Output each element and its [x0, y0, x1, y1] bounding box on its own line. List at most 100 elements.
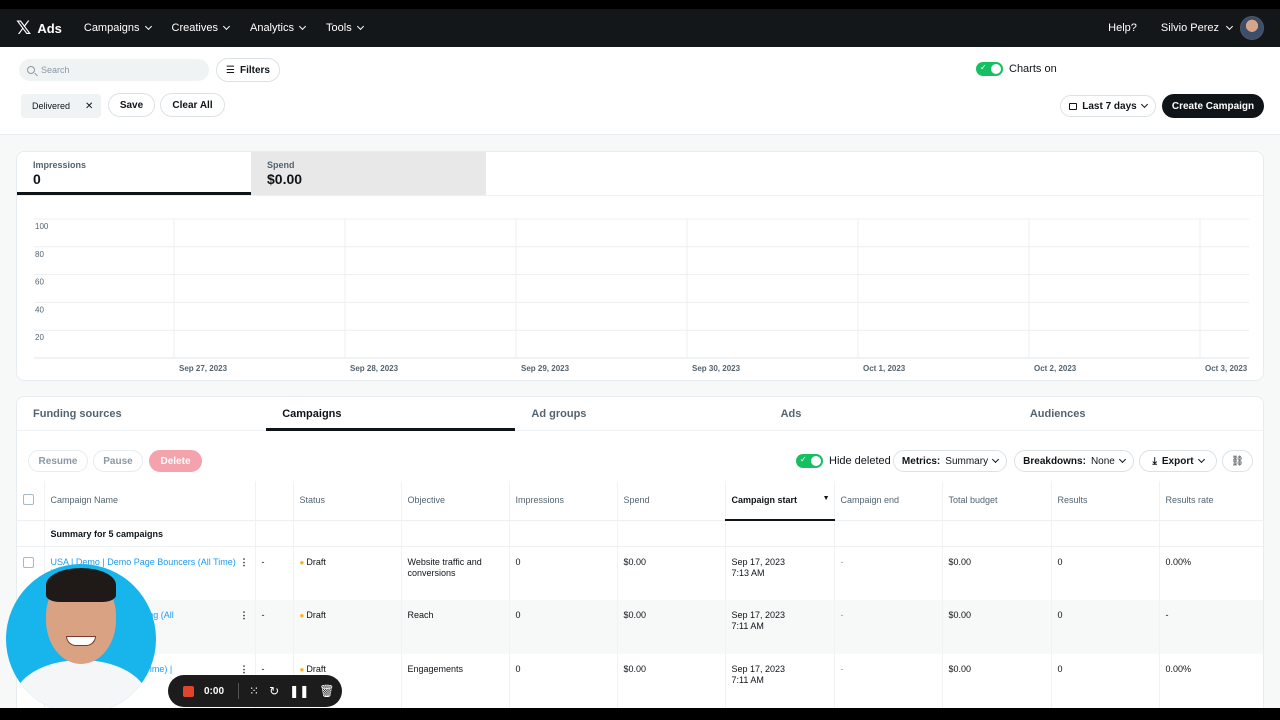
hide-deleted-toggle[interactable]: Hide deleted [796, 454, 891, 468]
top-navigation: 𝕏 Ads Campaigns Creatives Analytics Tool… [0, 9, 1280, 47]
trash-icon[interactable]: 🗑 [319, 684, 335, 698]
chevron-down-icon [992, 455, 1000, 464]
ads-manager-app: 𝕏 Ads Campaigns Creatives Analytics Tool… [0, 9, 1280, 708]
status-cell: ● Draft [293, 546, 402, 600]
presenter-shirt [14, 660, 148, 708]
recording-controls: 0:00 ⁙ ↻ ❚❚ 🗑 [168, 675, 342, 707]
spend-cell: $0.00 [617, 654, 726, 708]
help-link[interactable]: Help? [1108, 22, 1137, 34]
select-all-checkbox[interactable] [23, 493, 34, 505]
filters-button[interactable]: ☰ Filters [216, 58, 280, 82]
filter-toolbar: Search ☰ Filters Charts on Delivered ✕ S… [0, 47, 1280, 135]
campaigns-table: Campaign Name Status Objective Impressio… [17, 481, 1263, 708]
download-icon: ⤓ [1152, 455, 1157, 467]
tab-spend[interactable]: Spend $0.00 [251, 152, 486, 195]
stop-recording-button[interactable] [183, 685, 194, 697]
col-total-budget[interactable]: Total budget [942, 481, 1052, 521]
clear-all-button[interactable]: Clear All [160, 93, 225, 117]
objective-cell: Engagements [401, 654, 510, 708]
x-ads-logo[interactable]: 𝕏 Ads [16, 17, 62, 39]
tab-impressions[interactable]: Impressions 0 [17, 152, 251, 195]
calendar-icon [1069, 102, 1078, 110]
close-icon[interactable]: ✕ [85, 100, 94, 112]
metrics-dropdown[interactable]: Metrics: Summary [893, 450, 1007, 472]
entity-tabs: Funding sources Campaigns Ad groups Ads … [17, 397, 1263, 431]
tab-ad-groups[interactable]: Ad groups [531, 408, 587, 420]
col-impressions[interactable]: Impressions [509, 481, 618, 521]
metric-label: Spend [267, 160, 295, 170]
search-input[interactable]: Search [19, 59, 209, 81]
more-options-icon[interactable]: ⋮ [239, 610, 249, 620]
search-placeholder: Search [41, 65, 70, 75]
impressions-line-chart: 100 80 60 40 20 Sep 27, 2023 Sep 28, 2023 Sep 2… [34, 218, 1249, 373]
logo-text: Ads [37, 20, 62, 36]
webcam-overlay[interactable] [6, 564, 156, 708]
col-spend[interactable]: Spend [617, 481, 726, 521]
tab-campaigns[interactable]: Campaigns [266, 397, 516, 431]
objective-cell: Website traffic and conversions [401, 546, 510, 600]
more-options-icon[interactable]: ⋮ [239, 664, 249, 674]
col-campaign-start[interactable]: Campaign start ▼ [725, 481, 835, 521]
total-budget-cell: $0.00 [942, 600, 1052, 654]
hide-deleted-switch[interactable] [796, 454, 823, 468]
chevron-down-icon [222, 22, 231, 31]
col-results-rate[interactable]: Results rate [1159, 481, 1263, 521]
table-row[interactable]: ⋮ USA | Demo | Demo Page Bouncers (All Ti… [17, 546, 1263, 600]
chevron-down-icon [1197, 455, 1205, 464]
metric-label: Impressions [33, 160, 87, 170]
tab-audiences[interactable]: Audiences [1029, 408, 1086, 420]
tab-funding-sources[interactable]: Funding sources [33, 408, 122, 420]
spend-cell: $0.00 [617, 546, 726, 600]
draft-status-dot-icon: ● [299, 665, 305, 674]
nav-tools[interactable]: Tools [326, 22, 364, 34]
x-tick-label: Oct 2, 2023 [1034, 364, 1077, 373]
copy-link-button[interactable]: ⛓ [1222, 450, 1253, 472]
chevron-down-icon [1225, 22, 1234, 31]
results-rate-cell: - [1159, 600, 1263, 654]
create-campaign-button[interactable]: Create Campaign [1162, 94, 1264, 118]
pause-button[interactable]: Pause [93, 450, 143, 472]
metrics-chart-card: Impressions 0 Spend $0.00 100 80 60 40 20 Sep… [16, 151, 1264, 381]
col-campaign-end[interactable]: Campaign end [834, 481, 943, 521]
date-range-button[interactable]: Last 7 days [1060, 95, 1156, 117]
chevron-down-icon [298, 22, 307, 31]
sort-desc-icon: ▼ [822, 495, 830, 502]
impressions-cell: 0 [509, 600, 618, 654]
presenter-hair [46, 568, 116, 602]
user-menu[interactable]: Silvio Perez [1161, 16, 1264, 40]
restart-icon[interactable]: ↻ [269, 684, 280, 698]
resume-button[interactable]: Resume [28, 450, 88, 472]
export-button[interactable]: ⤓ Export [1139, 450, 1217, 472]
charts-toggle[interactable]: Charts on [976, 62, 1057, 76]
col-objective[interactable]: Objective [401, 481, 510, 521]
save-button[interactable]: Save [108, 93, 155, 117]
results-cell: 0 [1051, 546, 1160, 600]
x-tick-label: Oct 1, 2023 [863, 364, 906, 373]
move-handle-icon[interactable]: ⁙ [249, 684, 260, 698]
col-campaign-name[interactable]: Campaign Name [44, 481, 256, 521]
breakdowns-dropdown[interactable]: Breakdowns: None [1014, 450, 1134, 472]
divider [17, 195, 1263, 196]
avatar[interactable] [1240, 16, 1264, 40]
chevron-down-icon [1118, 455, 1126, 464]
x-tick-label: Oct 3, 2023 [1205, 364, 1248, 373]
row-checkbox[interactable] [23, 556, 34, 568]
pause-icon[interactable]: ❚❚ [289, 684, 310, 698]
delete-button[interactable]: Delete [149, 450, 202, 472]
table-row[interactable]: ⋮USA | Demo | Remarketing (All-●DraftRea… [17, 600, 1263, 654]
total-budget-cell: $0.00 [942, 654, 1052, 708]
nav-creatives[interactable]: Creatives [172, 22, 231, 34]
results-rate-cell: 0.00% [1159, 546, 1263, 600]
col-results[interactable]: Results [1051, 481, 1160, 521]
delivered-filter-chip[interactable]: Delivered ✕ [21, 94, 101, 118]
summary-label: Summary for 5 campaigns [44, 520, 256, 547]
select-all-cell [17, 481, 45, 521]
y-tick-label: 40 [35, 305, 44, 314]
nav-campaigns[interactable]: Campaigns [84, 22, 152, 34]
tab-ads[interactable]: Ads [780, 408, 802, 420]
dash-cell: - [255, 600, 294, 654]
more-options-icon[interactable]: ⋮ [239, 556, 249, 567]
col-status[interactable]: Status [293, 481, 402, 521]
charts-switch[interactable] [976, 62, 1003, 76]
nav-analytics[interactable]: Analytics [250, 22, 307, 34]
